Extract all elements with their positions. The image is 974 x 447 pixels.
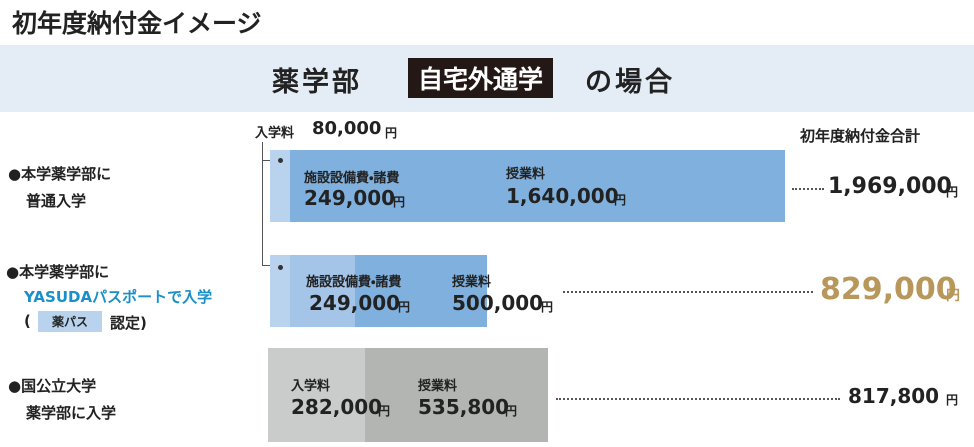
row-label: ●国公立大学 [8, 377, 97, 395]
item-label: 入学料 [291, 379, 331, 394]
item-label: 授業料 [506, 167, 546, 182]
total: 817,800 [848, 384, 940, 408]
total: 1,969,000 [828, 174, 952, 199]
yen: 円 [505, 404, 518, 418]
paren: ( [24, 312, 31, 330]
entrance-amount: 80,000 [312, 118, 382, 139]
item-label: 授業料 [452, 275, 492, 290]
item-amount: 1,640,000 [506, 184, 619, 208]
yen: 円 [398, 300, 411, 314]
yen: 円 [541, 300, 554, 314]
yen: 円 [946, 288, 960, 304]
leader [563, 291, 813, 293]
total: 829,000 [820, 272, 957, 307]
item-label: 施設設備費・諸費 [306, 275, 402, 290]
row-label: ●本学薬学部に [6, 263, 110, 281]
bar-segment [268, 348, 365, 442]
yen: 円 [393, 195, 406, 209]
item-label: 授業料 [418, 379, 458, 394]
item-amount: 282,000 [291, 395, 383, 419]
dot [278, 265, 283, 270]
yen: 円 [378, 404, 391, 418]
banner-prefix: 薬学部 [272, 67, 362, 98]
entrance-label: 入学料 [255, 126, 295, 141]
item-label: 施設設備費・諸費 [304, 171, 400, 186]
leader [792, 188, 824, 190]
bar-segment [290, 150, 785, 222]
bracket [262, 265, 274, 266]
item-amount: 249,000 [309, 291, 401, 315]
banner-badge: 自宅外通学 [408, 58, 554, 98]
bar-segment [290, 255, 355, 327]
yen: 円 [946, 393, 959, 407]
yen: 円 [614, 193, 627, 207]
leader [556, 398, 840, 400]
banner-suffix: の場合 [585, 67, 675, 98]
paren: 認定) [110, 314, 147, 332]
dot [278, 158, 283, 163]
bar-segment [270, 255, 290, 327]
item-amount: 249,000 [304, 186, 396, 210]
badge: 薬パス [38, 311, 103, 332]
yen: 円 [946, 185, 959, 199]
bracket [262, 160, 274, 161]
row-label: YASUDAパスポートで入学 [24, 288, 213, 306]
item-amount: 535,800 [418, 395, 510, 419]
row-label: 普通入学 [26, 192, 87, 210]
bar-segment [365, 348, 548, 442]
bracket [262, 142, 263, 266]
item-amount: 500,000 [452, 291, 544, 315]
total-heading: 初年度納付金合計 [800, 127, 921, 145]
row-label: 薬学部に入学 [26, 404, 117, 422]
yen: 円 [385, 126, 398, 140]
bar-segment [270, 150, 290, 222]
bar-segment [355, 255, 487, 327]
row-label: ●本学薬学部に [8, 165, 112, 183]
page-title: 初年度納付金イメージ [12, 9, 262, 38]
